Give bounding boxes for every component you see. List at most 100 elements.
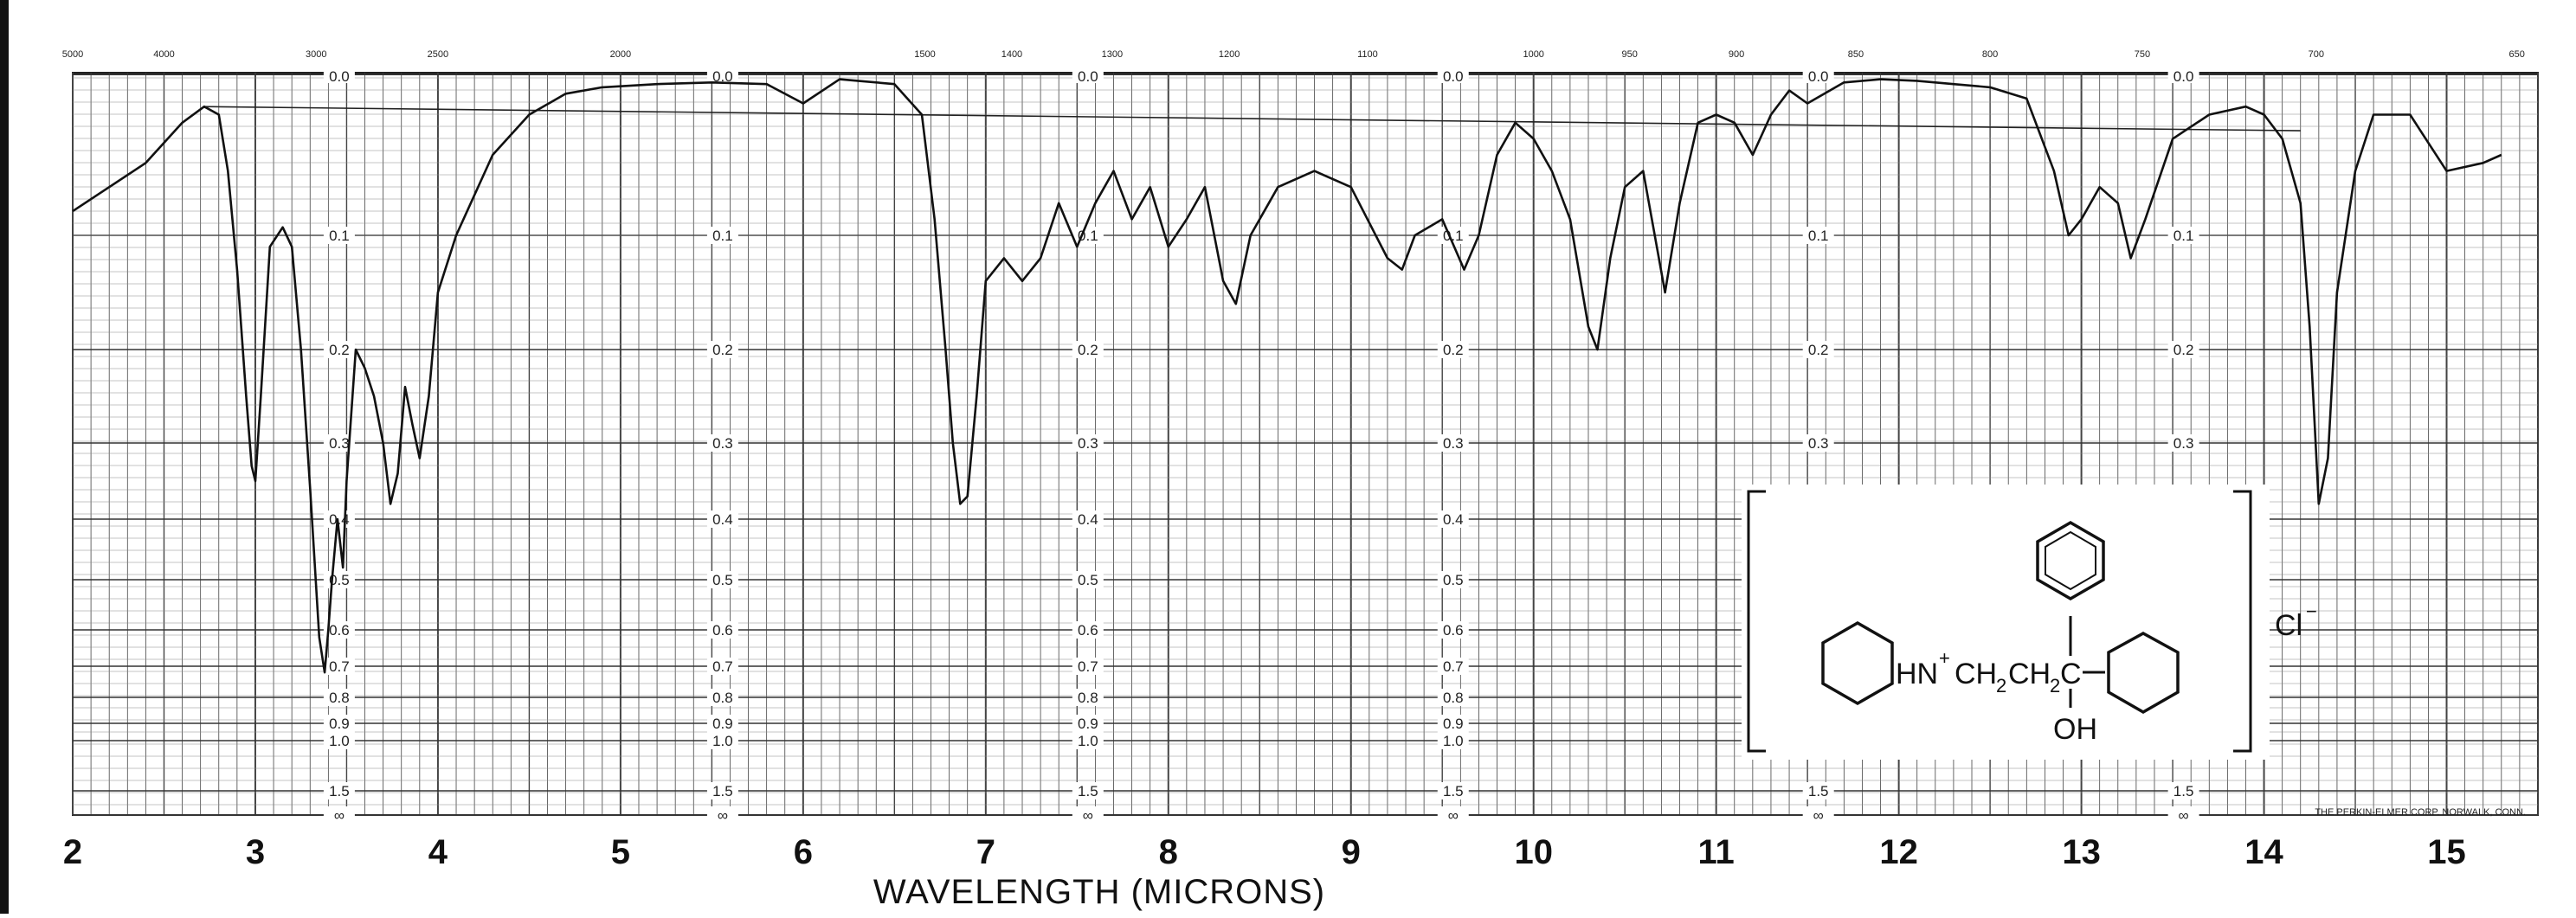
absorbance-label: ∞ <box>2179 807 2189 824</box>
absorbance-label-bg <box>1437 689 1469 706</box>
wavenumber-tick-label: 850 <box>1848 49 1864 60</box>
absorbance-label: 0.7 <box>329 658 350 675</box>
absorbance-label: 1.5 <box>1443 783 1464 799</box>
wavenumber-tick-label: 1200 <box>1219 49 1240 60</box>
wavenumber-tick-label: 1100 <box>1357 49 1378 60</box>
absorbance-label: 0.4 <box>712 511 733 528</box>
wavenumber-tick-label: 5000 <box>62 49 83 60</box>
left-bracket <box>1747 490 1766 753</box>
wavenumber-tick-label: 2000 <box>610 49 631 60</box>
absorbance-label-bg <box>323 227 355 244</box>
background-line-layer <box>203 106 2301 132</box>
absorbance-label: 1.5 <box>2174 783 2194 799</box>
absorbance-label: 0.1 <box>712 228 733 244</box>
absorbance-label-bg <box>1072 782 1104 799</box>
absorbance-label: 0.4 <box>1443 511 1464 528</box>
absorbance-label-bg <box>323 434 355 452</box>
absorbance-label-bg <box>1072 341 1104 358</box>
absorbance-label-bg <box>2167 806 2199 824</box>
absorbance-label: 0.8 <box>329 690 350 706</box>
absorbance-label-bg <box>706 341 738 358</box>
chain-ch-2: CH <box>2008 658 2051 690</box>
structure-background <box>1742 485 2270 760</box>
absorbance-label-bg <box>1072 571 1104 588</box>
absorbance-label: 0.0 <box>2174 68 2194 85</box>
central-carbon: C <box>2060 658 2082 690</box>
absorbance-label-bg <box>323 510 355 528</box>
absorbance-label: 1.0 <box>1078 733 1098 749</box>
micron-tick-label: 3 <box>246 833 265 871</box>
wavenumber-tick-layer: 5000 4000 3000 2500 2000 1500 1400 1300 1200 1100… <box>62 49 2525 60</box>
cation-charge: + <box>1939 647 1950 669</box>
anion-charge: − <box>2306 600 2317 622</box>
wavenumber-tick-label: 950 <box>1622 49 1638 60</box>
absorbance-label: 0.1 <box>2174 228 2194 244</box>
absorbance-label-bg <box>1072 510 1104 528</box>
absorbance-label-bg <box>323 689 355 706</box>
absorbance-label-bg <box>1802 782 1834 799</box>
absorbance-label: 0.7 <box>712 658 733 675</box>
absorbance-label: 0.0 <box>1443 68 1464 85</box>
absorbance-label-bg <box>323 66 355 83</box>
absorbance-label-bg <box>2167 341 2199 358</box>
absorbance-label-bg <box>323 715 355 732</box>
x-tick-layer: 2 3 4 5 6 7 8 9 10 11 12 13 14 15 <box>63 833 2466 871</box>
absorbance-label: 1.5 <box>712 783 733 799</box>
absorbance-label-bg <box>1072 434 1104 452</box>
absorbance-label-bg <box>323 658 355 675</box>
absorbance-label-bg <box>1437 571 1469 588</box>
absorbance-label-bg <box>1437 621 1469 639</box>
anion-label: Cl <box>2275 609 2302 642</box>
wavenumber-tick-label: 1500 <box>914 49 935 60</box>
micron-tick-label: 10 <box>1514 833 1553 871</box>
absorbance-label: 0.6 <box>712 622 733 639</box>
cation-label: HN <box>1896 658 1938 690</box>
absorbance-label-bg <box>706 806 738 824</box>
micron-tick-label: 7 <box>976 833 995 871</box>
scan-edge <box>0 0 9 914</box>
wavenumber-tick-label: 1300 <box>1102 49 1123 60</box>
absorbance-label: 0.0 <box>1808 68 1829 85</box>
right-bracket <box>2233 490 2252 753</box>
piperidine-ring <box>1821 620 1894 706</box>
absorbance-label: 0.8 <box>1443 690 1464 706</box>
absorbance-label-bg <box>1437 341 1469 358</box>
micron-tick-label: 11 <box>1698 833 1735 871</box>
absorbance-label-bg <box>1437 732 1469 749</box>
absorbance-label: 0.7 <box>1078 658 1098 675</box>
absorbance-label-bg <box>323 732 355 749</box>
absorbance-label: 1.0 <box>329 733 350 749</box>
absorbance-label: 0.3 <box>1808 435 1829 452</box>
absorbance-label-bg <box>323 806 355 824</box>
absorbance-label: 0.6 <box>1078 622 1098 639</box>
absorbance-label: 0.0 <box>712 68 733 85</box>
absorbance-label: 0.9 <box>329 716 350 732</box>
absorbance-label: 0.9 <box>1078 716 1098 732</box>
micron-tick-label: 14 <box>2244 833 2283 871</box>
wavenumber-tick-label: 3000 <box>306 49 326 60</box>
absorbance-label-bg <box>1072 806 1104 824</box>
absorbance-label: 1.0 <box>712 733 733 749</box>
absorbance-label: 0.8 <box>1078 690 1098 706</box>
absorbance-label: 0.9 <box>1443 716 1464 732</box>
absorbance-label-bg <box>1072 658 1104 675</box>
absorbance-label: 1.0 <box>1443 733 1464 749</box>
absorbance-label: 0.1 <box>1808 228 1829 244</box>
micron-tick-label: 15 <box>2427 833 2466 871</box>
wavenumber-tick-label: 700 <box>2309 49 2324 60</box>
wavenumber-tick-label: 800 <box>1982 49 1998 60</box>
absorbance-label: 0.9 <box>712 716 733 732</box>
absorbance-label: 0.3 <box>329 435 350 452</box>
absorbance-label: 0.5 <box>329 572 350 588</box>
absorbance-label: 0.2 <box>2174 342 2194 358</box>
absorbance-label: 0.4 <box>1078 511 1098 528</box>
wavenumber-tick-label: 900 <box>1729 49 1744 60</box>
absorbance-label: ∞ <box>718 807 728 824</box>
absorbance-label-bg <box>1437 658 1469 675</box>
absorbance-label: 1.5 <box>1078 783 1098 799</box>
absorbance-label-bg <box>706 782 738 799</box>
absorbance-label-bg <box>706 66 738 83</box>
absorbance-label-bg <box>1072 689 1104 706</box>
absorbance-label: 0.3 <box>1078 435 1098 452</box>
absorbance-label: ∞ <box>1083 807 1093 824</box>
